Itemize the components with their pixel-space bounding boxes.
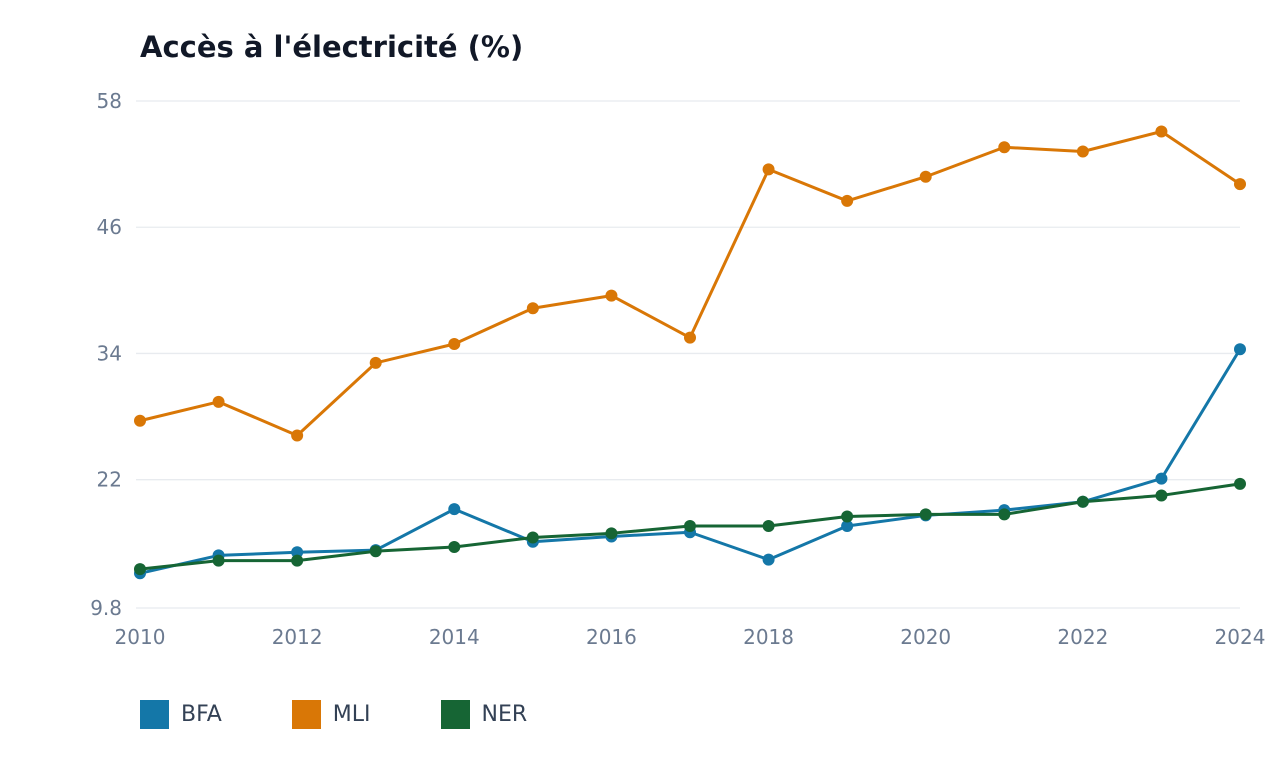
- data-point-ner: [448, 540, 461, 553]
- legend-label-mli: MLI: [332, 702, 371, 727]
- series-ner: [134, 477, 1246, 576]
- data-point-bfa: [448, 503, 461, 516]
- legend-item-mli: MLI: [291, 700, 371, 729]
- data-point-bfa: [291, 546, 304, 559]
- y-tick-label: 46: [97, 215, 122, 239]
- x-tick-label: 2016: [586, 625, 637, 649]
- y-tick-label: 58: [97, 89, 122, 113]
- legend-label-bfa: BFA: [181, 702, 222, 727]
- data-point-ner: [291, 554, 304, 567]
- data-point-ner: [1234, 477, 1246, 490]
- data-point-ner: [762, 519, 775, 532]
- data-point-bfa: [841, 519, 854, 532]
- y-tick-label: 34: [97, 341, 122, 365]
- x-axis-ticks: 2010 2012 2014 2016 2018 2020 2022 2024: [115, 625, 1266, 649]
- data-point-ner: [1076, 495, 1089, 508]
- data-point-mli: [526, 302, 539, 315]
- series-mli: [134, 125, 1246, 442]
- data-point-ner: [369, 545, 382, 558]
- y-tick-label: 9.8: [90, 596, 122, 620]
- data-point-ner: [841, 510, 854, 523]
- data-point-mli: [134, 414, 146, 427]
- data-point-bfa: [762, 553, 775, 566]
- data-point-mli: [762, 163, 775, 176]
- data-point-ner: [919, 508, 932, 521]
- y-axis-ticks: 9.8 22 34 46 58: [90, 89, 122, 620]
- series-layer: [134, 125, 1246, 580]
- legend-swatch-ner: [440, 700, 470, 729]
- data-point-ner: [1155, 489, 1168, 502]
- data-point-mli: [1234, 178, 1246, 191]
- series-line-bfa: [138, 347, 1242, 575]
- gridlines: [136, 100, 1240, 609]
- data-point-ner: [605, 527, 618, 540]
- data-point-bfa: [1155, 472, 1168, 485]
- x-tick-label: 2010: [115, 625, 166, 649]
- data-point-mli: [1155, 125, 1168, 138]
- series-bfa: [134, 343, 1246, 580]
- y-tick-label: 22: [97, 468, 122, 492]
- data-point-mli: [919, 170, 932, 183]
- data-point-mli: [291, 429, 304, 442]
- data-point-mli: [605, 289, 618, 302]
- data-point-bfa: [1234, 343, 1246, 356]
- legend-label-ner: NER: [481, 702, 528, 727]
- data-point-ner: [998, 508, 1011, 521]
- data-point-mli: [448, 337, 461, 350]
- data-point-ner: [134, 563, 146, 576]
- x-tick-label: 2020: [900, 625, 951, 649]
- x-tick-label: 2014: [429, 625, 480, 649]
- legend-swatch-mli: [291, 700, 321, 729]
- legend-item-bfa: BFA: [140, 700, 222, 729]
- x-tick-label: 2024: [1215, 625, 1266, 649]
- data-point-ner: [684, 519, 696, 532]
- x-tick-label: 2018: [743, 625, 794, 649]
- data-point-mli: [684, 331, 696, 344]
- data-point-ner: [526, 531, 539, 544]
- legend: BFA MLI NER: [140, 700, 597, 729]
- legend-swatch-bfa: [140, 700, 169, 729]
- data-point-mli: [369, 356, 382, 369]
- data-point-mli: [1076, 145, 1089, 158]
- x-tick-label: 2012: [272, 625, 323, 649]
- data-point-mli: [841, 194, 854, 207]
- series-line-mli: [138, 130, 1242, 437]
- legend-item-ner: NER: [440, 700, 528, 729]
- data-point-mli: [212, 395, 225, 408]
- data-point-mli: [998, 141, 1011, 154]
- x-tick-label: 2022: [1057, 625, 1108, 649]
- data-point-ner: [212, 554, 225, 567]
- chart-title: Accès à l'électricité (%): [140, 30, 524, 64]
